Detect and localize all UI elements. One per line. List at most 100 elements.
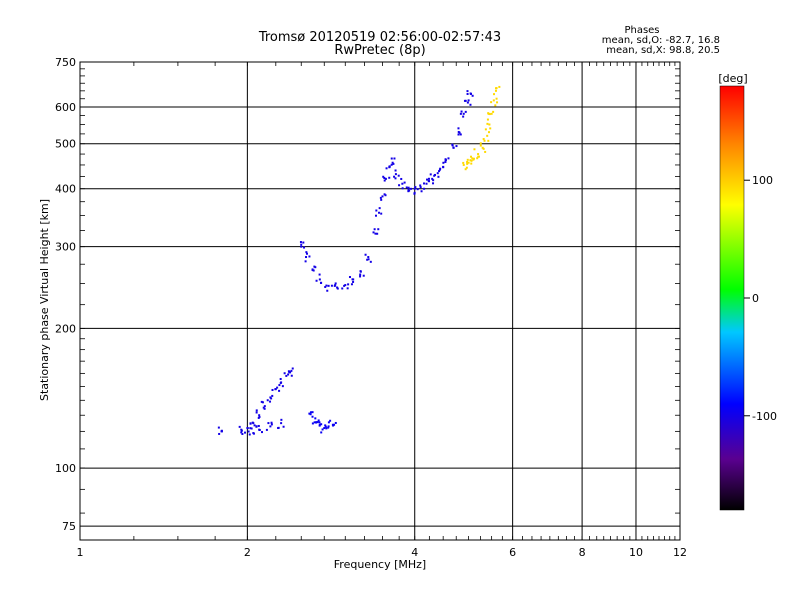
data-point — [305, 256, 308, 259]
data-point — [382, 175, 385, 178]
data-point — [315, 279, 318, 282]
data-point — [432, 182, 435, 185]
data-point — [258, 414, 261, 417]
data-point — [437, 175, 440, 178]
data-point — [414, 186, 417, 189]
data-point — [287, 373, 290, 376]
data-point — [309, 413, 312, 416]
data-point — [300, 243, 303, 246]
y-tick-label: 300 — [55, 241, 76, 254]
data-point — [381, 195, 384, 198]
data-point — [306, 252, 309, 255]
data-point — [408, 189, 411, 192]
data-point — [469, 92, 472, 95]
data-point — [217, 426, 220, 429]
data-point — [444, 160, 447, 163]
data-point — [380, 198, 383, 201]
data-point — [433, 173, 436, 176]
data-point — [325, 284, 328, 287]
data-point — [392, 162, 395, 165]
data-point — [401, 182, 404, 185]
data-point — [462, 112, 465, 115]
data-point — [495, 87, 498, 90]
data-point — [388, 165, 391, 168]
data-point — [451, 144, 454, 147]
data-point — [299, 241, 302, 244]
data-point — [305, 251, 308, 254]
data-point — [320, 431, 323, 434]
data-point — [469, 103, 472, 106]
data-point — [487, 112, 490, 115]
data-point — [447, 157, 450, 160]
data-point — [488, 113, 491, 116]
data-point — [315, 421, 318, 424]
data-point — [383, 177, 386, 180]
data-point — [374, 214, 377, 217]
data-point — [258, 415, 261, 418]
data-point — [270, 421, 273, 424]
data-point — [380, 212, 383, 215]
data-point — [490, 112, 493, 115]
data-point — [489, 127, 492, 130]
data-point — [466, 158, 469, 161]
data-point — [255, 409, 258, 412]
data-point — [462, 163, 465, 166]
data-point — [266, 399, 269, 402]
data-point — [359, 275, 362, 278]
data-point — [271, 394, 274, 397]
data-point — [334, 282, 337, 285]
data-point — [246, 427, 249, 430]
data-point — [320, 281, 323, 284]
data-point — [274, 388, 277, 391]
data-point — [241, 433, 244, 436]
data-point — [280, 422, 283, 425]
data-point — [261, 401, 264, 404]
data-point — [376, 232, 379, 235]
data-point — [326, 289, 329, 292]
data-point — [476, 157, 479, 160]
x-tick-label: 4 — [411, 546, 418, 559]
data-point — [457, 127, 460, 130]
data-point — [253, 424, 256, 427]
data-point — [398, 184, 401, 187]
data-point — [288, 370, 291, 373]
data-point — [452, 146, 455, 149]
data-point — [460, 110, 463, 113]
data-point — [312, 269, 315, 272]
colorbar — [720, 86, 744, 510]
data-point — [317, 419, 320, 422]
data-point — [330, 284, 333, 287]
data-point — [270, 423, 273, 426]
data-point — [385, 167, 388, 170]
data-point — [425, 182, 428, 185]
data-point — [277, 427, 280, 430]
data-point — [327, 425, 330, 428]
data-point — [308, 412, 311, 415]
x-tick-label: 1 — [77, 546, 84, 559]
data-point — [471, 94, 474, 97]
data-point — [255, 411, 258, 414]
data-point — [346, 287, 349, 290]
data-point — [311, 411, 314, 414]
data-point — [494, 89, 497, 92]
data-point — [444, 158, 447, 161]
data-point — [324, 425, 327, 428]
data-point — [250, 427, 253, 430]
data-point — [283, 372, 286, 375]
data-point — [492, 99, 495, 102]
data-point — [427, 179, 430, 182]
plot-frame — [79, 61, 681, 541]
data-point — [483, 139, 486, 142]
data-point — [375, 209, 378, 212]
phases-o-stats: mean, sd,O: -82.7, 16.8 — [602, 35, 720, 46]
x-tick-label: 2 — [244, 546, 251, 559]
data-point — [279, 378, 282, 381]
data-point — [251, 421, 254, 424]
data-point — [492, 110, 495, 113]
data-point — [327, 284, 330, 287]
data-point — [271, 388, 274, 391]
data-point — [429, 173, 432, 176]
data-point — [469, 155, 472, 158]
colorbar-tick-label: -100 — [752, 410, 777, 423]
